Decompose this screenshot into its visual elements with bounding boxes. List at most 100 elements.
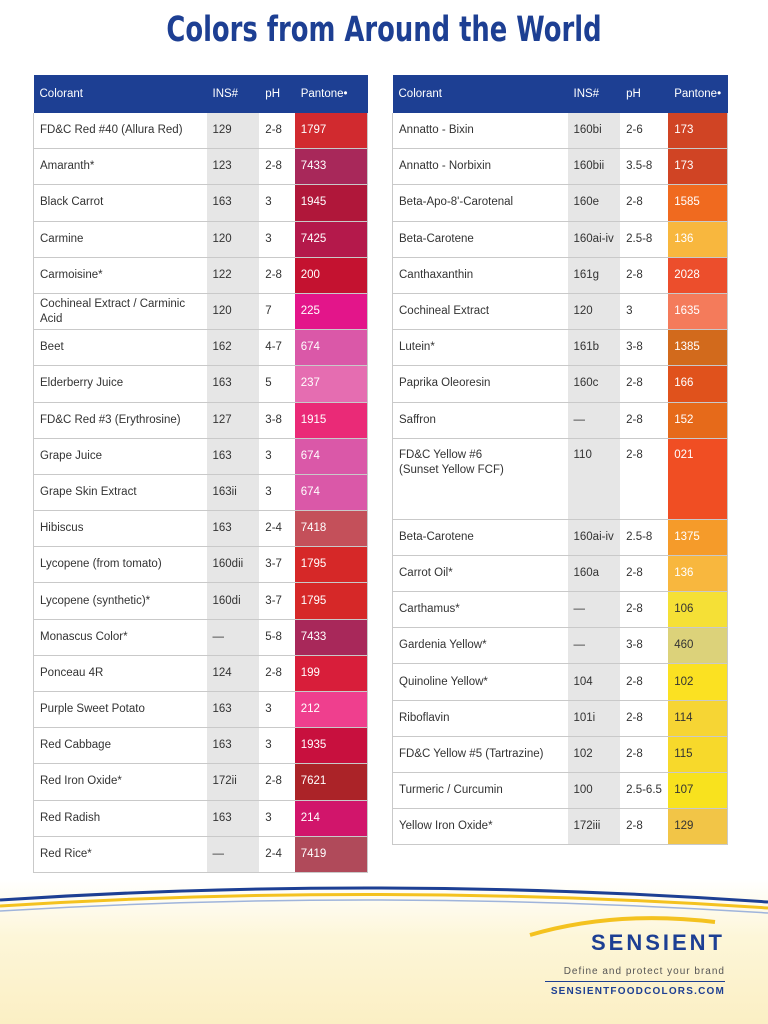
website: SENSIENTFOODCOLORS.COM (550, 986, 725, 997)
ph-cell: 3-7 (259, 546, 295, 584)
ph-cell: 2-4 (259, 510, 295, 548)
table-row: Yellow Iron Oxide* 172iii 2-8 129 (392, 808, 729, 846)
colorant-cell: Amaranth* (33, 148, 207, 186)
logo: SENSIENT Define and protect your brand S… (545, 930, 725, 997)
colorant-cell: FD&C Red #3 (Erythrosine) (33, 402, 207, 439)
pantone-cell: 7433 (294, 619, 368, 656)
footer (0, 880, 768, 1024)
table-row: Canthaxanthin 161g 2-8 2028 (392, 257, 729, 294)
table-row: FD&C Red #40 (Allura Red) 129 2-8 1797 (33, 113, 368, 150)
ins-cell: 172iii (567, 808, 621, 846)
colorant-cell: Carthamus* (392, 591, 568, 629)
table-row: Monascus Color* —5-8 7433 (33, 619, 368, 656)
table-row: Black Carrot 163 3 1945 (33, 184, 368, 222)
ph-cell: 2-8 (620, 365, 669, 403)
table-row: FD&C Yellow #6 (Sunset Yellow FCF) 110 2-8… (392, 438, 729, 520)
colorant-cell: Red Rice* (33, 836, 207, 873)
ph-cell: 4-7 (259, 329, 295, 367)
colorant-cell: Beta-Carotene (392, 519, 568, 556)
pantone-cell: 129 (668, 808, 729, 846)
table-row: Carmoisine* 122 2-8 200 (33, 257, 368, 294)
pantone-cell: 1945 (294, 184, 368, 222)
pantone-cell: 674 (294, 329, 368, 367)
ph-cell: 2-8 (620, 184, 669, 222)
colorant-cell: Lutein* (392, 329, 568, 367)
colorant-cell: FD&C Yellow #5 (Tartrazine) (392, 736, 568, 774)
table-row: Quinoline Yellow* 104 2-8 102 (392, 663, 729, 701)
pantone-cell: 115 (668, 736, 729, 774)
column-header: pH (620, 75, 669, 113)
ins-cell: 160bi (567, 113, 621, 150)
ins-cell: — (567, 402, 621, 439)
table-row: Annatto - Norbixin 160bii 3.5-8 173 (392, 148, 729, 186)
table-row: Elderberry Juice 163 5 237 (33, 365, 368, 403)
ph-cell: 3 (259, 474, 295, 512)
table-row: Turmeric / Curcumin 100 2.5-6.5 107 (392, 772, 729, 810)
ph-cell: 2.5-8 (620, 221, 669, 258)
pantone-cell: 7621 (294, 763, 368, 801)
table-row: Red Iron Oxide* 172ii 2-8 7621 (33, 763, 368, 801)
ph-cell: 2.5-6.5 (620, 772, 669, 810)
ins-cell: 124 (206, 655, 260, 693)
table-row: Beta-Carotene 160ai-iv 2.5-8 136 (392, 221, 729, 258)
ph-cell: 2-8 (620, 663, 669, 701)
table-row: Hibiscus 163 2-4 7418 (33, 510, 368, 548)
colorant-cell: Carrot Oil* (392, 555, 568, 593)
ph-cell: 2-8 (620, 402, 669, 439)
pantone-cell: 7425 (294, 221, 368, 258)
column-header: INS# (206, 75, 260, 113)
colorant-cell: Annatto - Norbixin (392, 148, 568, 186)
ins-cell: 160ai-iv (567, 221, 621, 258)
table-row: Lutein* 161b 3-8 1385 (392, 329, 729, 367)
ins-cell: 101i (567, 700, 621, 737)
pantone-cell: 199 (294, 655, 368, 693)
ph-cell: 2-4 (259, 836, 295, 873)
ph-cell: 3 (259, 691, 295, 729)
colorant-cell: Turmeric / Curcumin (392, 772, 568, 810)
ph-cell: 2-8 (259, 763, 295, 801)
ins-cell: 160di (206, 582, 260, 620)
ins-cell: 162 (206, 329, 260, 367)
table-row: Amaranth* 123 2-8 7433 (33, 148, 368, 186)
table-row: Riboflavin 101i 2-8 114 (392, 700, 729, 737)
pantone-cell: 1375 (668, 519, 729, 556)
colorant-cell: Riboflavin (392, 700, 568, 737)
table-row: Carmine 120 3 7425 (33, 221, 368, 258)
footer-wave (0, 886, 768, 914)
colorant-cell: Beta-Carotene (392, 221, 568, 258)
pantone-cell: 166 (668, 365, 729, 403)
ins-cell: — (567, 591, 621, 629)
ph-cell: 2-8 (259, 257, 295, 294)
ph-cell: 3 (259, 221, 295, 258)
table-row: Annatto - Bixin 160bi 2-6 173 (392, 113, 729, 150)
table-row: Beta-Carotene 160ai-iv 2.5-8 1375 (392, 519, 729, 556)
column-header: Pantone• (668, 75, 728, 113)
ph-cell: 3-8 (620, 627, 669, 665)
ph-cell: 2.5-8 (620, 519, 669, 556)
pantone-cell: 2028 (668, 257, 729, 294)
ins-cell: 160c (567, 365, 621, 403)
ins-cell: 163ii (206, 474, 260, 512)
colorant-cell: Paprika Oleoresin (392, 365, 568, 403)
colorant-cell: Hibiscus (33, 510, 207, 548)
ins-cell: 160e (567, 184, 621, 222)
table-row: Cochineal Extract / Carminic Acid 120 7 225 (33, 293, 368, 331)
pantone-cell: 107 (668, 772, 729, 810)
ph-cell: 2-8 (259, 113, 295, 150)
table-row: Beet 162 4-7 674 (33, 329, 368, 367)
colorant-cell: Beta-Apo-8'-Carotenal (392, 184, 568, 222)
table-row: Paprika Oleoresin 160c 2-8 166 (392, 365, 729, 403)
table-row: Beta-Apo-8'-Carotenal 160e 2-8 1585 (392, 184, 729, 222)
pantone-cell: 7419 (294, 836, 368, 873)
ins-cell: 161g (567, 257, 621, 294)
ph-cell: 3 (259, 800, 295, 837)
colorant-cell: Carmoisine* (33, 257, 207, 294)
colorant-cell: Annatto - Bixin (392, 113, 568, 150)
pantone-cell: 7433 (294, 148, 368, 186)
colorant-table: Colorant INS# pH Pantone• Annatto - Bixin 160… (392, 75, 729, 846)
colorant-cell: FD&C Yellow #6 (Sunset Yellow FCF) (392, 438, 568, 520)
column-header: Colorant (392, 75, 568, 113)
pantone-cell: 1635 (668, 293, 729, 331)
pantone-cell: 152 (668, 402, 729, 439)
